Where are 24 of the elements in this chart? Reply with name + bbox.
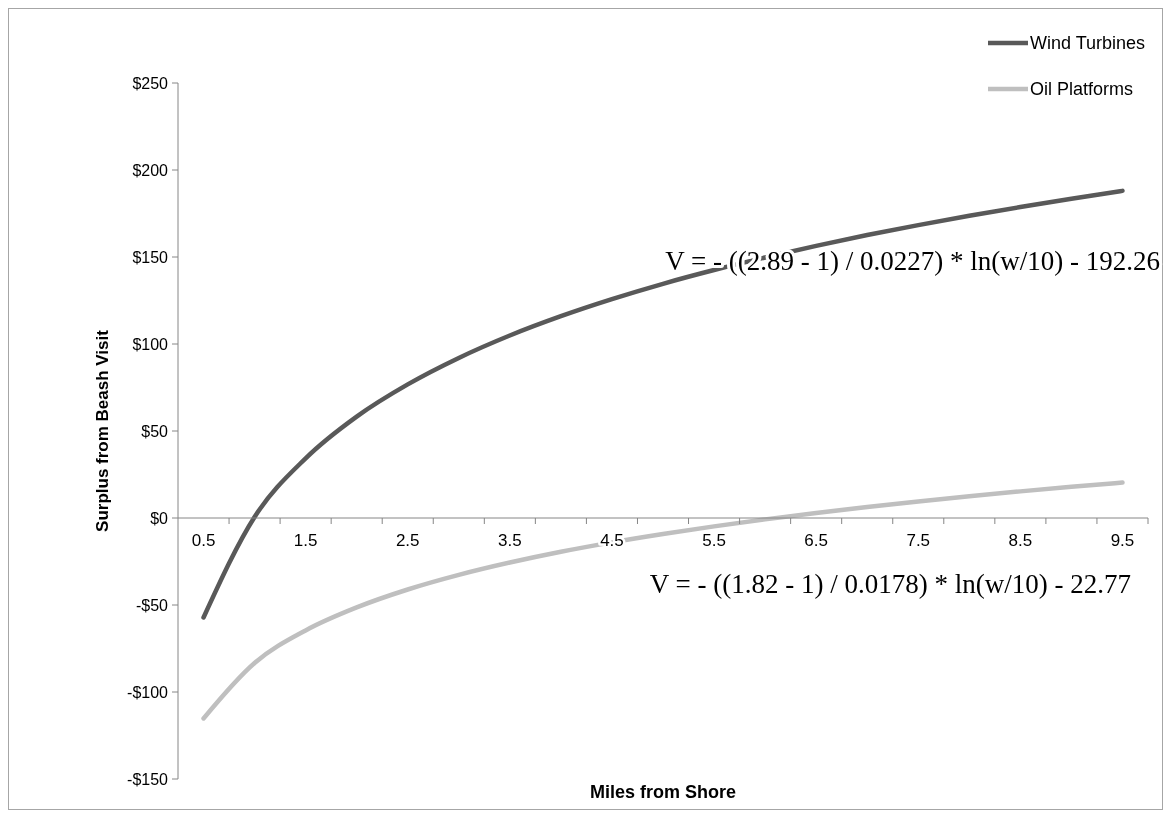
y-tick-label: $100 [132,335,169,353]
x-tick-label: 4.5 [600,531,624,550]
y-tick-label: $50 [141,422,169,440]
y-tick-label: $150 [132,248,169,266]
x-tick-label: 1.5 [293,531,318,550]
legend-label: Oil Platforms [1030,79,1134,100]
x-tick-label: 5.5 [702,531,726,550]
x-tick-label: 8.5 [1008,531,1033,550]
x-axis-title: Miles from Shore [589,782,737,802]
x-tick-label: 9.5 [1110,531,1135,550]
y-tick-label: -$50 [135,596,169,614]
y-axis-title: Surplus from Beash Visit [93,329,112,532]
y-tick-label: $200 [132,161,169,179]
y-tick-label: $250 [132,74,169,92]
x-tick-label: 0.5 [191,531,216,550]
y-tick-label: -$150 [127,770,169,788]
legend-label: Wind Turbines [1030,33,1146,54]
annotation: V = - ((1.82 - 1) / 0.0178) * ln(w/10) - 22.77 [649,569,1131,599]
x-tick-label: 3.5 [498,531,522,550]
x-tick-label: 7.5 [906,531,931,550]
x-tick-label: 2.5 [395,531,420,550]
x-tick-label: 6.5 [804,531,828,550]
y-tick-label: $0 [150,509,169,527]
y-tick-label: -$100 [127,683,169,701]
